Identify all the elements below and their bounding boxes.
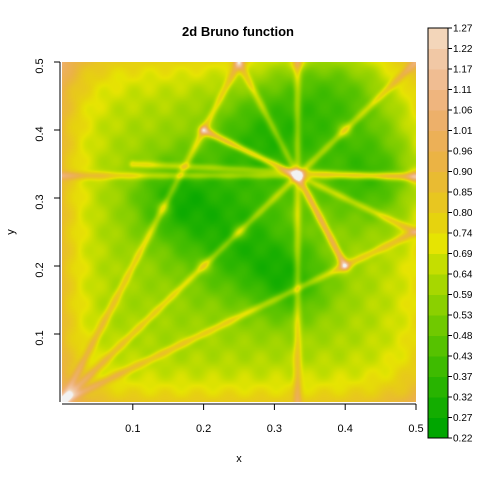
y-axis: 0.1 0.2 0.3 0.4 0.5 y — [5, 58, 61, 402]
x-tick-label: 0.3 — [267, 423, 282, 435]
colorbar-swatch — [428, 48, 448, 70]
colorbar-swatch — [428, 212, 448, 234]
colorbar-label: 0.64 — [453, 270, 473, 281]
colorbar-label: 0.48 — [453, 331, 473, 342]
colorbar-label: 0.85 — [453, 188, 473, 199]
colorbar-swatches — [428, 28, 448, 439]
y-tick-label: 0.4 — [34, 126, 46, 141]
x-ticks: 0.1 0.2 0.3 0.4 0.5 — [125, 404, 424, 435]
plot-area — [62, 62, 416, 402]
colorbar-label: 0.74 — [453, 229, 473, 240]
colorbar-swatch — [428, 376, 448, 398]
colorbar-label: 1.06 — [453, 106, 473, 117]
y-tick-label: 0.1 — [34, 330, 46, 345]
colorbar-swatch — [428, 171, 448, 193]
colorbar-swatch — [428, 315, 448, 336]
y-tick-label: 0.3 — [34, 194, 46, 209]
colorbar-swatch — [428, 28, 448, 49]
colorbar-label: 0.90 — [453, 167, 473, 178]
colorbar-swatch — [428, 110, 448, 131]
x-axis-label: x — [236, 453, 242, 465]
colorbar-swatch — [428, 356, 448, 377]
colorbar-swatch — [428, 89, 448, 111]
colorbar-label: 0.27 — [453, 413, 473, 424]
colorbar-label: 0.32 — [453, 393, 473, 404]
colorbar-swatch — [428, 335, 448, 357]
y-tick-label: 0.5 — [34, 58, 46, 73]
colorbar-label: 1.11 — [453, 85, 472, 96]
x-axis: 0.1 0.2 0.3 0.4 0.5 x — [62, 403, 424, 465]
x-tick-label: 0.4 — [338, 423, 353, 435]
y-tick-label: 0.2 — [34, 262, 46, 277]
colorbar-label: 0.80 — [453, 208, 473, 219]
colorbar-swatch — [428, 151, 448, 172]
colorbar-label: 0.59 — [453, 290, 473, 301]
colorbar-label: 1.27 — [453, 24, 473, 35]
colorbar-swatch — [428, 294, 448, 316]
colorbar-label: 1.22 — [453, 44, 473, 55]
colorbar-label: 1.01 — [453, 126, 473, 137]
colorbar-swatch — [428, 274, 448, 295]
x-tick-label: 0.5 — [408, 423, 423, 435]
colorbar-swatch — [428, 69, 448, 90]
y-ticks: 0.1 0.2 0.3 0.4 0.5 — [34, 58, 60, 346]
colorbar-swatch — [428, 192, 448, 213]
colorbar-swatch — [428, 397, 448, 418]
colorbar-legend: 0.22 0.27 0.32 0.37 0.43 0.48 0.53 0.59 0.64 0.69… — [427, 24, 473, 445]
colorbar-swatch — [428, 130, 448, 152]
chart-title: 2d Bruno function — [182, 24, 294, 39]
colorbar-labels: 0.22 0.27 0.32 0.37 0.43 0.48 0.53 0.59 0.64 0.69… — [448, 24, 473, 445]
colorbar-label: 1.17 — [453, 65, 473, 76]
colorbar-label: 0.43 — [453, 352, 473, 363]
heatmap-image — [62, 62, 416, 402]
x-tick-label: 0.2 — [196, 423, 211, 435]
colorbar-swatch — [428, 233, 448, 254]
colorbar-swatch — [428, 253, 448, 275]
colorbar-label: 0.22 — [453, 434, 473, 445]
colorbar-label: 0.53 — [453, 311, 473, 322]
colorbar-label: 0.69 — [453, 249, 473, 260]
colorbar-swatch — [428, 417, 448, 439]
x-tick-label: 0.1 — [125, 423, 140, 435]
colorbar-label: 0.96 — [453, 147, 473, 158]
colorbar-label: 0.37 — [453, 372, 473, 383]
y-axis-label: y — [5, 229, 17, 235]
